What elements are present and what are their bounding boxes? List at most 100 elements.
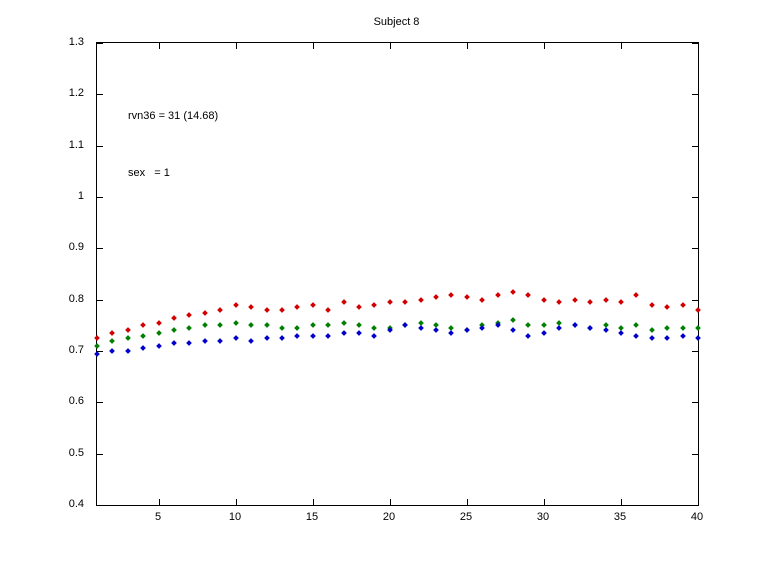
data-point-blue <box>248 337 254 344</box>
data-point-red <box>248 304 254 311</box>
data-point-red <box>402 299 409 306</box>
y-axis-tick-labels: 0.4 0.5 0.6 0.7 0.8 0.9 1 1.1 1.2 1.3 <box>0 36 90 510</box>
data-point-green <box>202 322 208 329</box>
data-point-blue <box>202 337 208 344</box>
data-point-blue <box>510 327 516 334</box>
data-point-blue <box>402 322 409 329</box>
plot-annotation: rvn36 = 31 (14.68) sex = 1 <box>128 69 218 221</box>
data-point-blue <box>171 340 177 347</box>
y-tick-label: 1 <box>77 190 84 202</box>
x-tick-label: 15 <box>305 511 319 523</box>
x-tick-mark <box>698 499 699 505</box>
data-point-blue <box>618 330 624 336</box>
data-point-blue <box>279 335 285 341</box>
data-point-red <box>155 319 162 326</box>
y-tick-mark-right <box>692 94 698 95</box>
data-point-blue <box>664 335 671 341</box>
y-tick-mark-right <box>692 402 698 403</box>
data-point-blue <box>525 332 532 339</box>
data-point-red <box>679 301 686 308</box>
y-tick-mark-right <box>692 300 698 301</box>
y-tick-mark-right <box>692 43 698 44</box>
x-tick-mark-top <box>467 43 468 49</box>
annotation-line-2: sex = 1 <box>128 167 170 179</box>
data-point-green <box>140 332 147 339</box>
y-tick-mark <box>97 402 103 403</box>
data-point-red <box>494 291 501 298</box>
y-tick-label: 1.3 <box>68 36 84 48</box>
data-point-green <box>356 322 362 329</box>
x-tick-mark-top <box>159 43 160 49</box>
x-tick-label: 10 <box>228 511 242 523</box>
data-point-green <box>94 343 100 349</box>
data-point-red <box>433 294 439 300</box>
x-axis-tick-labels: 5 10 15 20 25 30 35 40 <box>96 511 703 527</box>
data-point-blue <box>309 332 316 339</box>
x-tick-mark <box>159 499 160 505</box>
y-tick-mark <box>97 351 103 352</box>
data-point-blue <box>479 325 486 331</box>
y-tick-mark <box>97 94 103 95</box>
data-point-red <box>571 296 578 303</box>
x-tick-mark <box>621 499 622 505</box>
data-point-blue <box>232 335 239 341</box>
data-point-blue <box>541 330 547 336</box>
data-point-red <box>587 299 593 306</box>
y-tick-label: 1.2 <box>68 87 84 99</box>
annotation-line-1: rvn36 = 31 (14.68) <box>128 110 219 122</box>
data-point-blue <box>294 332 301 339</box>
data-point-blue <box>494 322 501 329</box>
data-point-green <box>679 325 686 331</box>
y-tick-label: 0.6 <box>68 395 84 407</box>
data-point-red <box>232 301 239 308</box>
data-point-green <box>541 322 547 329</box>
data-point-red <box>464 294 470 300</box>
data-point-red <box>294 304 301 311</box>
x-tick-label: 5 <box>154 511 162 523</box>
data-point-red <box>186 312 193 318</box>
x-tick-mark <box>313 499 314 505</box>
data-point-red <box>618 299 624 306</box>
x-tick-mark <box>390 499 391 505</box>
chart-title: Subject 8 <box>373 16 420 28</box>
data-point-blue <box>340 330 347 336</box>
data-point-green <box>248 322 254 329</box>
x-tick-label: 30 <box>536 511 550 523</box>
data-point-red <box>541 296 547 303</box>
data-point-blue <box>695 335 701 341</box>
data-point-green <box>371 325 378 331</box>
data-point-red <box>664 304 671 311</box>
data-point-red <box>202 309 208 316</box>
y-tick-mark-right <box>692 454 698 455</box>
data-point-blue <box>571 322 578 329</box>
x-tick-mark <box>467 499 468 505</box>
data-point-blue <box>186 340 193 347</box>
y-tick-label: 0.4 <box>68 498 84 510</box>
y-tick-label: 0.8 <box>68 293 84 305</box>
data-point-red <box>525 291 532 298</box>
y-tick-mark <box>97 505 103 506</box>
data-point-red <box>263 307 270 313</box>
data-point-red <box>648 301 655 308</box>
data-point-green <box>525 322 532 329</box>
data-point-blue <box>556 325 563 331</box>
data-point-blue <box>371 332 378 339</box>
y-tick-mark-right <box>692 351 698 352</box>
y-tick-label: 0.5 <box>68 447 84 459</box>
data-point-red <box>109 330 116 336</box>
data-point-blue <box>263 335 270 341</box>
data-point-red <box>325 307 331 313</box>
data-point-green <box>217 322 224 329</box>
data-point-blue <box>633 332 640 339</box>
data-point-blue <box>325 332 331 339</box>
x-tick-label: 35 <box>613 511 627 523</box>
data-point-red <box>94 335 100 341</box>
data-point-red <box>309 301 316 308</box>
y-tick-mark <box>97 300 103 301</box>
data-point-red <box>279 307 285 313</box>
data-point-green <box>309 322 316 329</box>
data-point-green <box>171 327 177 334</box>
data-point-blue <box>417 325 424 331</box>
y-tick-mark-right <box>692 146 698 147</box>
data-point-green <box>325 322 331 329</box>
